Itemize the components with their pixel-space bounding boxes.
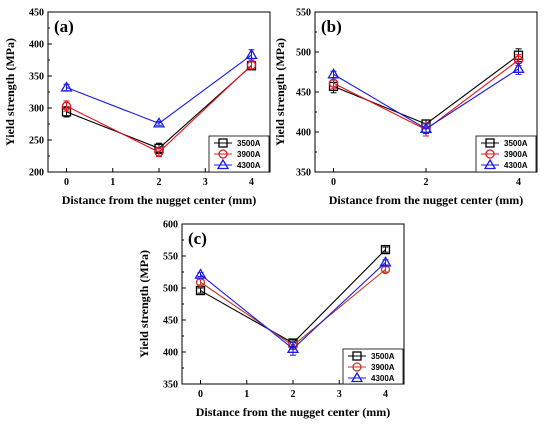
- data-point: [327, 68, 340, 79]
- y-tick-label: 500: [296, 48, 311, 59]
- x-axis-title: Distance from the nugget center (mm): [329, 193, 524, 207]
- x-tick-label: 3: [203, 177, 208, 188]
- x-axis-title: Distance from the nugget center (mm): [62, 193, 257, 207]
- data-point: [194, 268, 207, 279]
- data-point: [379, 256, 392, 267]
- y-tick-label: 350: [29, 72, 44, 83]
- panel-c: 350 400 450 500 550 600 0 1 2 3 4 Distance from the…: [137, 220, 405, 419]
- x-tick-label: 0: [198, 389, 203, 400]
- y-tick-label: 450: [163, 316, 178, 327]
- y-tick-label: 500: [163, 284, 178, 295]
- data-point: [419, 122, 433, 133]
- y-tick-label: 400: [163, 348, 178, 359]
- series-line: [200, 269, 386, 347]
- legend-marker: [216, 158, 230, 170]
- series-line: [333, 54, 519, 125]
- legend-label: 3500A: [237, 139, 261, 148]
- data-point: [246, 60, 257, 70]
- y-tick-label: 450: [29, 8, 44, 19]
- series-line: [333, 59, 519, 131]
- legend-marker: [485, 138, 495, 148]
- y-tick-label: 300: [29, 104, 44, 115]
- panel-label: (b): [321, 17, 342, 36]
- panel-label: (c): [188, 229, 207, 248]
- series-3900A: [195, 264, 391, 351]
- legend-marker: [218, 149, 228, 159]
- legend-marker: [218, 138, 228, 148]
- y-tick-label: 200: [29, 168, 44, 179]
- panel-label: (a): [54, 17, 74, 36]
- legend-label: 4300A: [371, 374, 395, 383]
- series-4300A: [194, 256, 392, 356]
- x-tick-label: 4: [516, 177, 521, 188]
- legend-marker: [350, 371, 364, 383]
- series-3500A: [328, 48, 524, 129]
- legend-marker: [352, 362, 362, 372]
- y-tick-label: 250: [29, 136, 44, 147]
- data-point: [152, 117, 166, 128]
- x-tick-label: 4: [383, 389, 388, 400]
- data-point: [328, 78, 339, 88]
- y-tick-label: 400: [296, 128, 311, 139]
- y-axis-title: Yield strength (MPa): [137, 250, 151, 358]
- legend: 3500A 3900A 4300A: [208, 135, 270, 173]
- legend-marker: [483, 158, 497, 170]
- x-tick-label: 1: [110, 177, 115, 188]
- series-4300A: [60, 48, 258, 128]
- y-tick-label: 550: [163, 252, 178, 263]
- panel-b: 350 400 450 500 550 0 2 4 Distance from the nugg…: [273, 8, 538, 207]
- y-tick-label: 550: [296, 8, 311, 19]
- legend-label: 3900A: [504, 150, 528, 159]
- y-axis-title: Yield strength (MPa): [273, 38, 287, 146]
- data-point: [286, 342, 300, 353]
- y-tick-label: 400: [29, 40, 44, 51]
- legend-label: 3900A: [237, 150, 261, 159]
- legend-label: 4300A: [237, 161, 261, 170]
- legend-label: 4300A: [504, 161, 528, 170]
- legend-marker: [485, 149, 495, 159]
- y-tick-label: 450: [296, 88, 311, 99]
- legend: 3500A 3900A 4300A: [475, 135, 537, 173]
- x-tick-label: 2: [291, 389, 296, 400]
- x-tick-label: 2: [424, 177, 429, 188]
- data-point: [512, 62, 525, 73]
- series-line: [66, 54, 252, 124]
- data-point: [60, 81, 73, 92]
- legend-label: 3500A: [504, 139, 528, 148]
- legend-label: 3500A: [371, 352, 395, 361]
- y-axis-title: Yield strength (MPa): [3, 38, 17, 146]
- data-point: [245, 48, 258, 60]
- series-line: [200, 261, 386, 350]
- legend-marker: [352, 351, 362, 361]
- y-tick-label: 350: [163, 380, 178, 391]
- x-tick-label: 3: [337, 389, 342, 400]
- y-tick-label: 600: [163, 220, 178, 231]
- x-tick-label: 4: [249, 177, 254, 188]
- x-tick-label: 0: [64, 177, 69, 188]
- data-point: [61, 101, 72, 111]
- panel-a: 200 250 300 350 400 450 0 1 2 3 4 Distance from the…: [3, 8, 271, 207]
- x-tick-label: 2: [157, 177, 162, 188]
- legend: 3500A 3900A 4300A: [342, 348, 404, 385]
- x-tick-label: 1: [244, 389, 249, 400]
- series-3900A: [61, 60, 257, 158]
- series-4300A: [327, 62, 525, 135]
- x-axis-title: Distance from the nugget center (mm): [196, 405, 391, 419]
- legend-label: 3900A: [371, 363, 395, 372]
- data-point: [154, 147, 164, 157]
- x-tick-label: 0: [331, 177, 336, 188]
- series-3500A: [195, 244, 391, 348]
- data-point: [380, 244, 391, 255]
- y-tick-label: 350: [296, 168, 311, 179]
